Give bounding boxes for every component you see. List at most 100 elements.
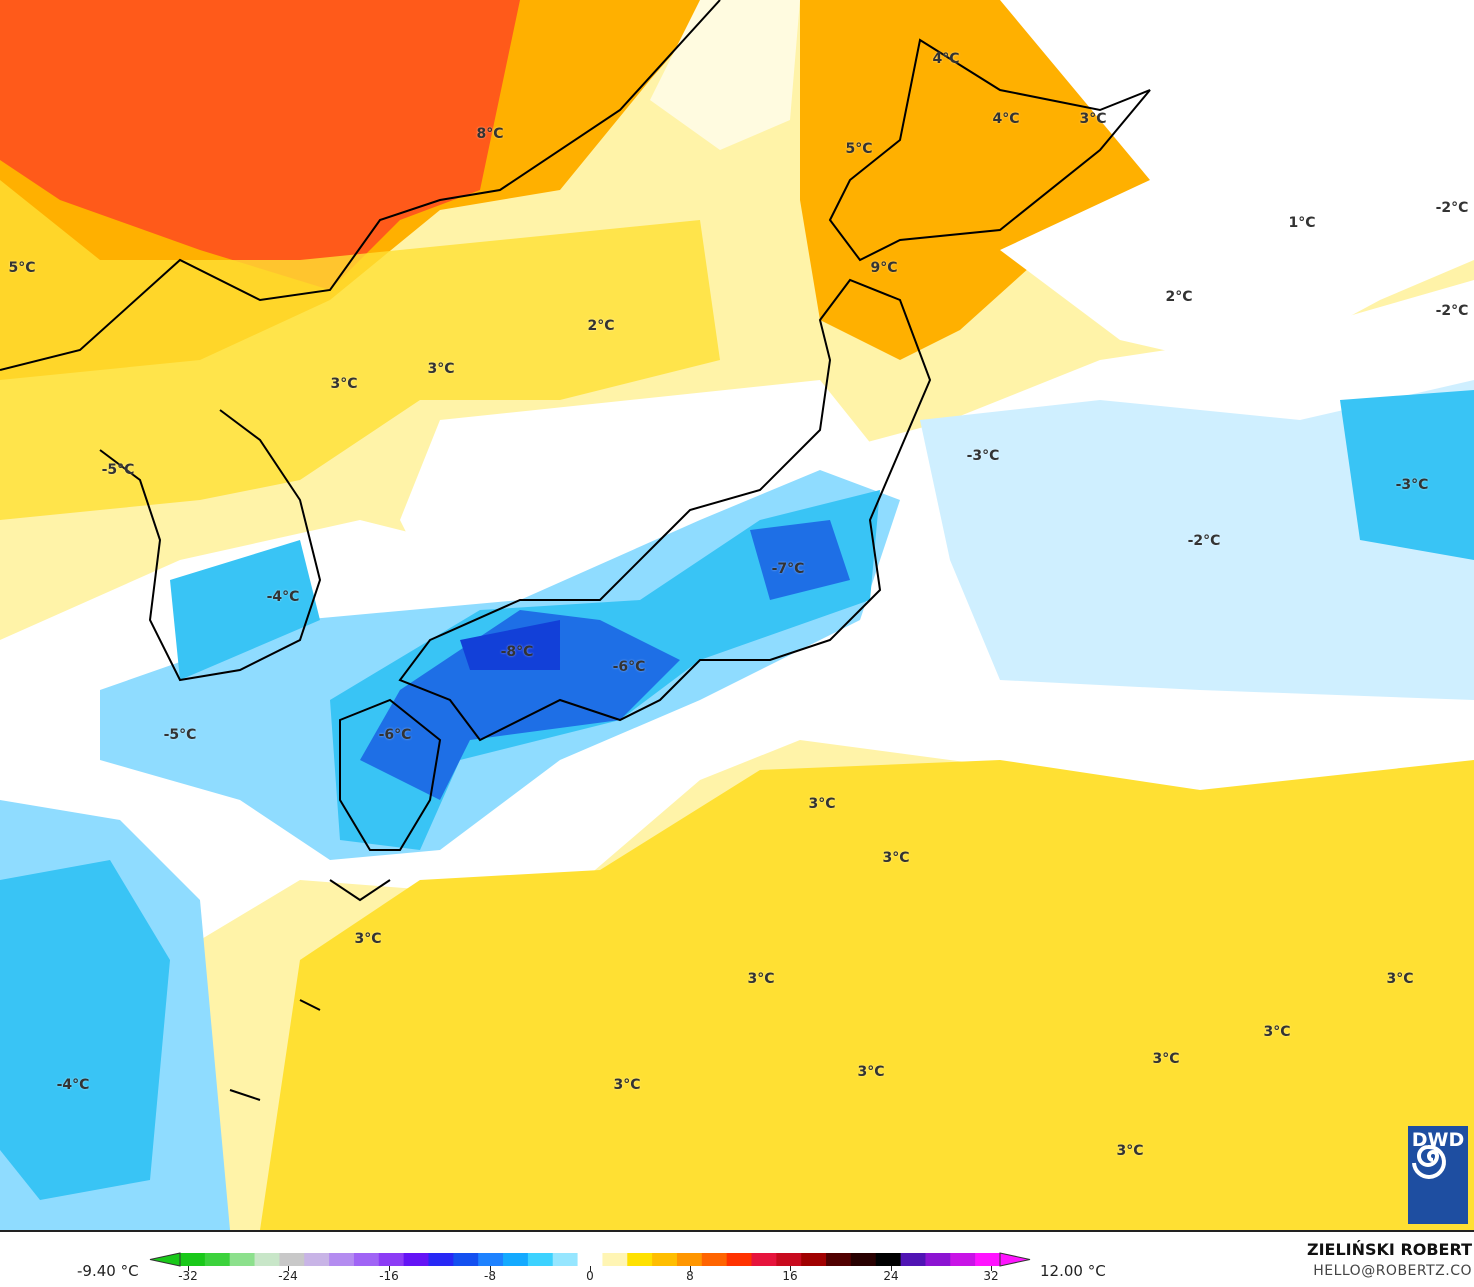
temperature-label: 3°C xyxy=(1263,1024,1291,1040)
temperature-label: -5°C xyxy=(101,462,135,478)
tick-label: 16 xyxy=(782,1269,798,1283)
field-blue-kanto xyxy=(750,520,850,600)
legend-min-label: -9.40 °C xyxy=(77,1262,139,1280)
temperature-label: 3°C xyxy=(1152,1051,1180,1067)
colorbar-swatch xyxy=(826,1253,852,1266)
temperature-label: -3°C xyxy=(1395,477,1429,493)
colorbar-extend-arrow xyxy=(999,1252,1031,1267)
temperature-label: 2°C xyxy=(587,318,615,334)
colorbar-swatch xyxy=(801,1253,827,1266)
temperature-label: 3°C xyxy=(747,971,775,987)
temperature-label: 5°C xyxy=(845,141,873,157)
tick-mark xyxy=(790,1266,791,1271)
legend-max-label: 12.00 °C xyxy=(1040,1262,1106,1280)
colorbar-swatch xyxy=(329,1253,355,1266)
tick-label: -8 xyxy=(484,1269,496,1283)
field-yellow-south xyxy=(260,760,1474,1230)
colorbar-swatch xyxy=(353,1253,380,1266)
temperature-label: -3°C xyxy=(966,448,1000,464)
field-cyan-east xyxy=(1340,390,1474,560)
temperature-label: -7°C xyxy=(771,561,805,577)
temperature-label: -2°C xyxy=(1435,303,1469,319)
temperature-label: 3°C xyxy=(613,1077,641,1093)
field-deep-blue xyxy=(460,620,560,670)
colorbar-swatch xyxy=(602,1253,628,1266)
colorbar-swatch xyxy=(552,1253,579,1266)
author-email[interactable]: HELLO@ROBERTZ.CO xyxy=(1313,1263,1472,1279)
colorbar-swatch xyxy=(428,1253,454,1266)
author-credit: ZIELIŃSKI ROBERT xyxy=(1306,1240,1472,1259)
field-white-n xyxy=(650,0,800,150)
temperature-label: -6°C xyxy=(612,659,646,675)
colorbar xyxy=(149,1252,1031,1267)
colorbar-swatch xyxy=(850,1253,877,1266)
field-blue-japan xyxy=(360,610,680,800)
temperature-label: -8°C xyxy=(500,644,534,660)
temperature-label: 9°C xyxy=(870,260,898,276)
colorbar-swatch xyxy=(254,1253,280,1266)
temperature-label: 3°C xyxy=(882,850,910,866)
colorbar-swatch xyxy=(925,1253,951,1266)
colorbar-swatch xyxy=(701,1253,728,1266)
tick-label: -32 xyxy=(178,1269,198,1283)
tick-label: 0 xyxy=(586,1269,594,1283)
colorbar-swatch xyxy=(478,1253,504,1266)
tick-mark xyxy=(288,1266,289,1271)
colorbar-swatch xyxy=(304,1253,330,1266)
colorbar-swatch xyxy=(627,1253,653,1266)
colorbar-swatch xyxy=(577,1253,603,1266)
dwd-logo: DWD xyxy=(1408,1126,1468,1224)
tick-mark xyxy=(188,1266,189,1271)
temperature-label: 4°C xyxy=(992,111,1020,127)
temperature-label: 3°C xyxy=(1116,1143,1144,1159)
tick-label: -24 xyxy=(278,1269,298,1283)
temperature-label: -2°C xyxy=(1435,200,1469,216)
tick-mark xyxy=(389,1266,390,1271)
colorbar-swatch xyxy=(950,1253,976,1266)
tick-label: 8 xyxy=(686,1269,694,1283)
field-cyan-korea xyxy=(170,540,320,680)
temperature-label: -4°C xyxy=(56,1077,90,1093)
colorbar-swatch xyxy=(204,1253,231,1266)
field-white-ne xyxy=(1000,0,1474,370)
temperature-label: -2°C xyxy=(1187,533,1221,549)
colorbar-swatch xyxy=(726,1253,753,1266)
colorbar-swatch xyxy=(676,1253,703,1266)
colorbar-swatch xyxy=(776,1253,802,1266)
colorbar-swatch xyxy=(403,1253,429,1266)
temperature-label: 1°C xyxy=(1288,215,1316,231)
colorbar-swatch xyxy=(503,1253,529,1266)
temperature-label: -6°C xyxy=(378,727,412,743)
field-yellow-north xyxy=(0,180,720,520)
colorbar-extend-arrow xyxy=(149,1252,181,1267)
tick-mark xyxy=(490,1266,491,1271)
tick-label: 32 xyxy=(983,1269,999,1283)
coastlines xyxy=(0,0,1151,1101)
colorbar-swatch xyxy=(652,1253,678,1266)
tick-mark xyxy=(690,1266,691,1271)
field-pale-blue-east xyxy=(920,380,1474,700)
field-cyan-sw xyxy=(0,860,170,1200)
tick-mark xyxy=(891,1266,892,1271)
temperature-label: 2°C xyxy=(1165,289,1193,305)
temperature-label: 3°C xyxy=(427,361,455,377)
colorbar-swatch xyxy=(751,1253,777,1266)
temperature-label: 3°C xyxy=(808,796,836,812)
tick-mark xyxy=(991,1266,992,1271)
temperature-label: 3°C xyxy=(330,376,358,392)
map-fields xyxy=(0,0,1474,1230)
temperature-label: 5°C xyxy=(8,260,36,276)
tick-mark xyxy=(590,1266,591,1271)
temperature-label: 3°C xyxy=(1386,971,1414,987)
temperature-label: -5°C xyxy=(163,727,197,743)
colorbar-swatch xyxy=(378,1253,405,1266)
spiral-icon xyxy=(1412,1144,1446,1179)
colorbar-swatch xyxy=(527,1253,554,1266)
temperature-label: 8°C xyxy=(476,126,504,142)
colorbar-swatch xyxy=(900,1253,926,1266)
color-legend: -9.40 °C -32 -24 -16 -8 0 8 16 24 32 12.00 °C ZI… xyxy=(0,1232,1474,1287)
temperature-map: 8°C 5°C 4°C 4°C 3°C 5°C 9°C 1°C -2°C 2°C -2°C 2°C 3°… xyxy=(0,0,1474,1232)
temperature-label: 3°C xyxy=(1079,111,1107,127)
colorbar-swatch xyxy=(875,1253,902,1266)
tick-label: 24 xyxy=(883,1269,899,1283)
